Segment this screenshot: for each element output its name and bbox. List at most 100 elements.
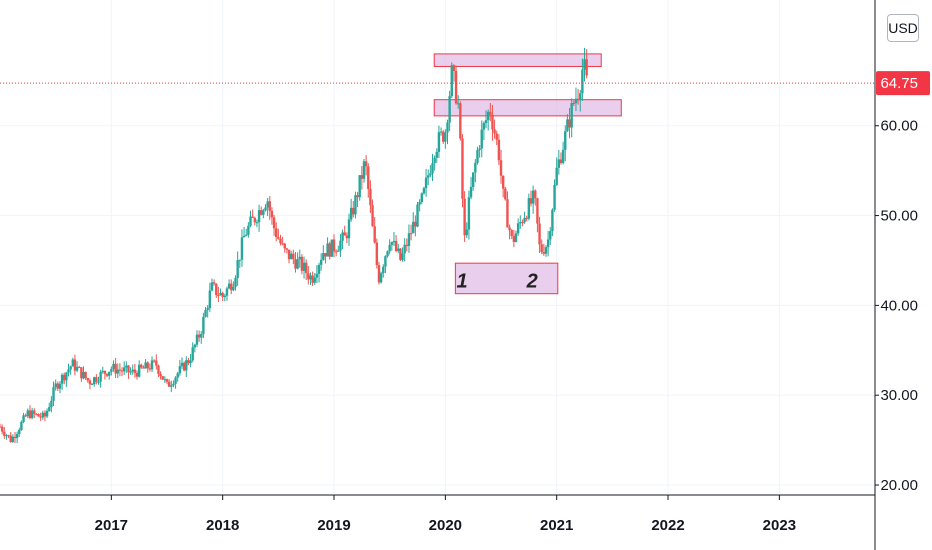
candle (422, 186, 426, 195)
candle (375, 238, 379, 269)
currency-button[interactable]: USD (887, 14, 919, 42)
candle (230, 279, 233, 295)
candle (80, 367, 83, 382)
x-tick-label: 2022 (651, 517, 684, 534)
candle (546, 230, 550, 257)
candle (349, 198, 353, 222)
last-price-badge (876, 71, 930, 96)
candle (334, 249, 338, 257)
candle (315, 265, 319, 284)
candle (268, 196, 271, 220)
candle (30, 407, 34, 420)
candle (161, 375, 164, 380)
zones (433, 53, 622, 295)
candle (463, 191, 466, 242)
x-axis-ticks: 2017 2018 2019 2020 2021 2022 2023 (95, 495, 796, 534)
candle (9, 432, 12, 443)
candle (247, 222, 250, 238)
candle (135, 370, 139, 380)
candle (311, 271, 314, 287)
candle (332, 234, 336, 258)
candle (264, 204, 267, 212)
candle (392, 231, 396, 246)
candle (187, 357, 190, 366)
candles (0, 47, 588, 444)
candle (373, 217, 376, 244)
candle (512, 230, 516, 248)
candle (58, 381, 62, 394)
candle (469, 177, 473, 200)
candle (420, 192, 423, 205)
candle (304, 259, 308, 281)
candle (317, 262, 321, 283)
candle (95, 374, 98, 385)
candle (495, 130, 498, 145)
candle (289, 250, 293, 260)
candle (523, 211, 526, 224)
candle (22, 412, 25, 424)
candle (275, 222, 278, 242)
candle (41, 410, 45, 420)
candle (227, 279, 231, 290)
candle (270, 207, 274, 225)
candle (407, 224, 411, 253)
candle (253, 216, 256, 226)
y-tick-label: 50.00 (880, 208, 918, 225)
candle (103, 370, 107, 380)
candle (540, 239, 543, 255)
candle (484, 110, 488, 129)
candle (5, 433, 8, 440)
candle (397, 243, 400, 254)
y-tick-label: 60.00 (880, 118, 918, 135)
candle (105, 373, 109, 377)
candle (112, 360, 115, 372)
candle (73, 354, 77, 376)
candle (566, 114, 569, 132)
candle (35, 413, 38, 416)
candle (48, 402, 51, 412)
candle (167, 379, 171, 387)
candle (7, 434, 10, 439)
candle (208, 282, 212, 312)
candle (399, 247, 402, 262)
candle (467, 190, 471, 240)
candle (352, 200, 355, 218)
candle (189, 353, 192, 368)
grid-lines (0, 0, 874, 494)
candle (337, 245, 340, 252)
candle (364, 155, 368, 176)
zone-box (454, 262, 559, 295)
candle (204, 306, 207, 318)
candle (581, 58, 584, 101)
candle (437, 125, 441, 159)
candle (65, 371, 68, 387)
candle (63, 372, 66, 385)
candle (287, 249, 291, 264)
candle (107, 371, 111, 380)
last-price-tag: 64.75 (876, 71, 930, 96)
candle (388, 239, 391, 255)
candle (442, 130, 445, 144)
candle (439, 127, 443, 136)
candle (137, 360, 141, 378)
candle (564, 125, 567, 162)
candle (362, 158, 366, 183)
candle (245, 228, 248, 237)
candle (122, 361, 126, 376)
candle (559, 152, 563, 165)
candle (144, 359, 147, 369)
candle (579, 89, 582, 112)
candle (182, 361, 186, 372)
candle (193, 343, 197, 353)
candle (174, 376, 177, 389)
candle (576, 89, 580, 105)
candle (501, 175, 505, 198)
candle (219, 288, 222, 296)
candle (446, 119, 449, 145)
candle (45, 408, 49, 418)
candle (294, 251, 297, 273)
candle (131, 364, 134, 375)
candle (339, 234, 342, 258)
candle (384, 255, 387, 274)
